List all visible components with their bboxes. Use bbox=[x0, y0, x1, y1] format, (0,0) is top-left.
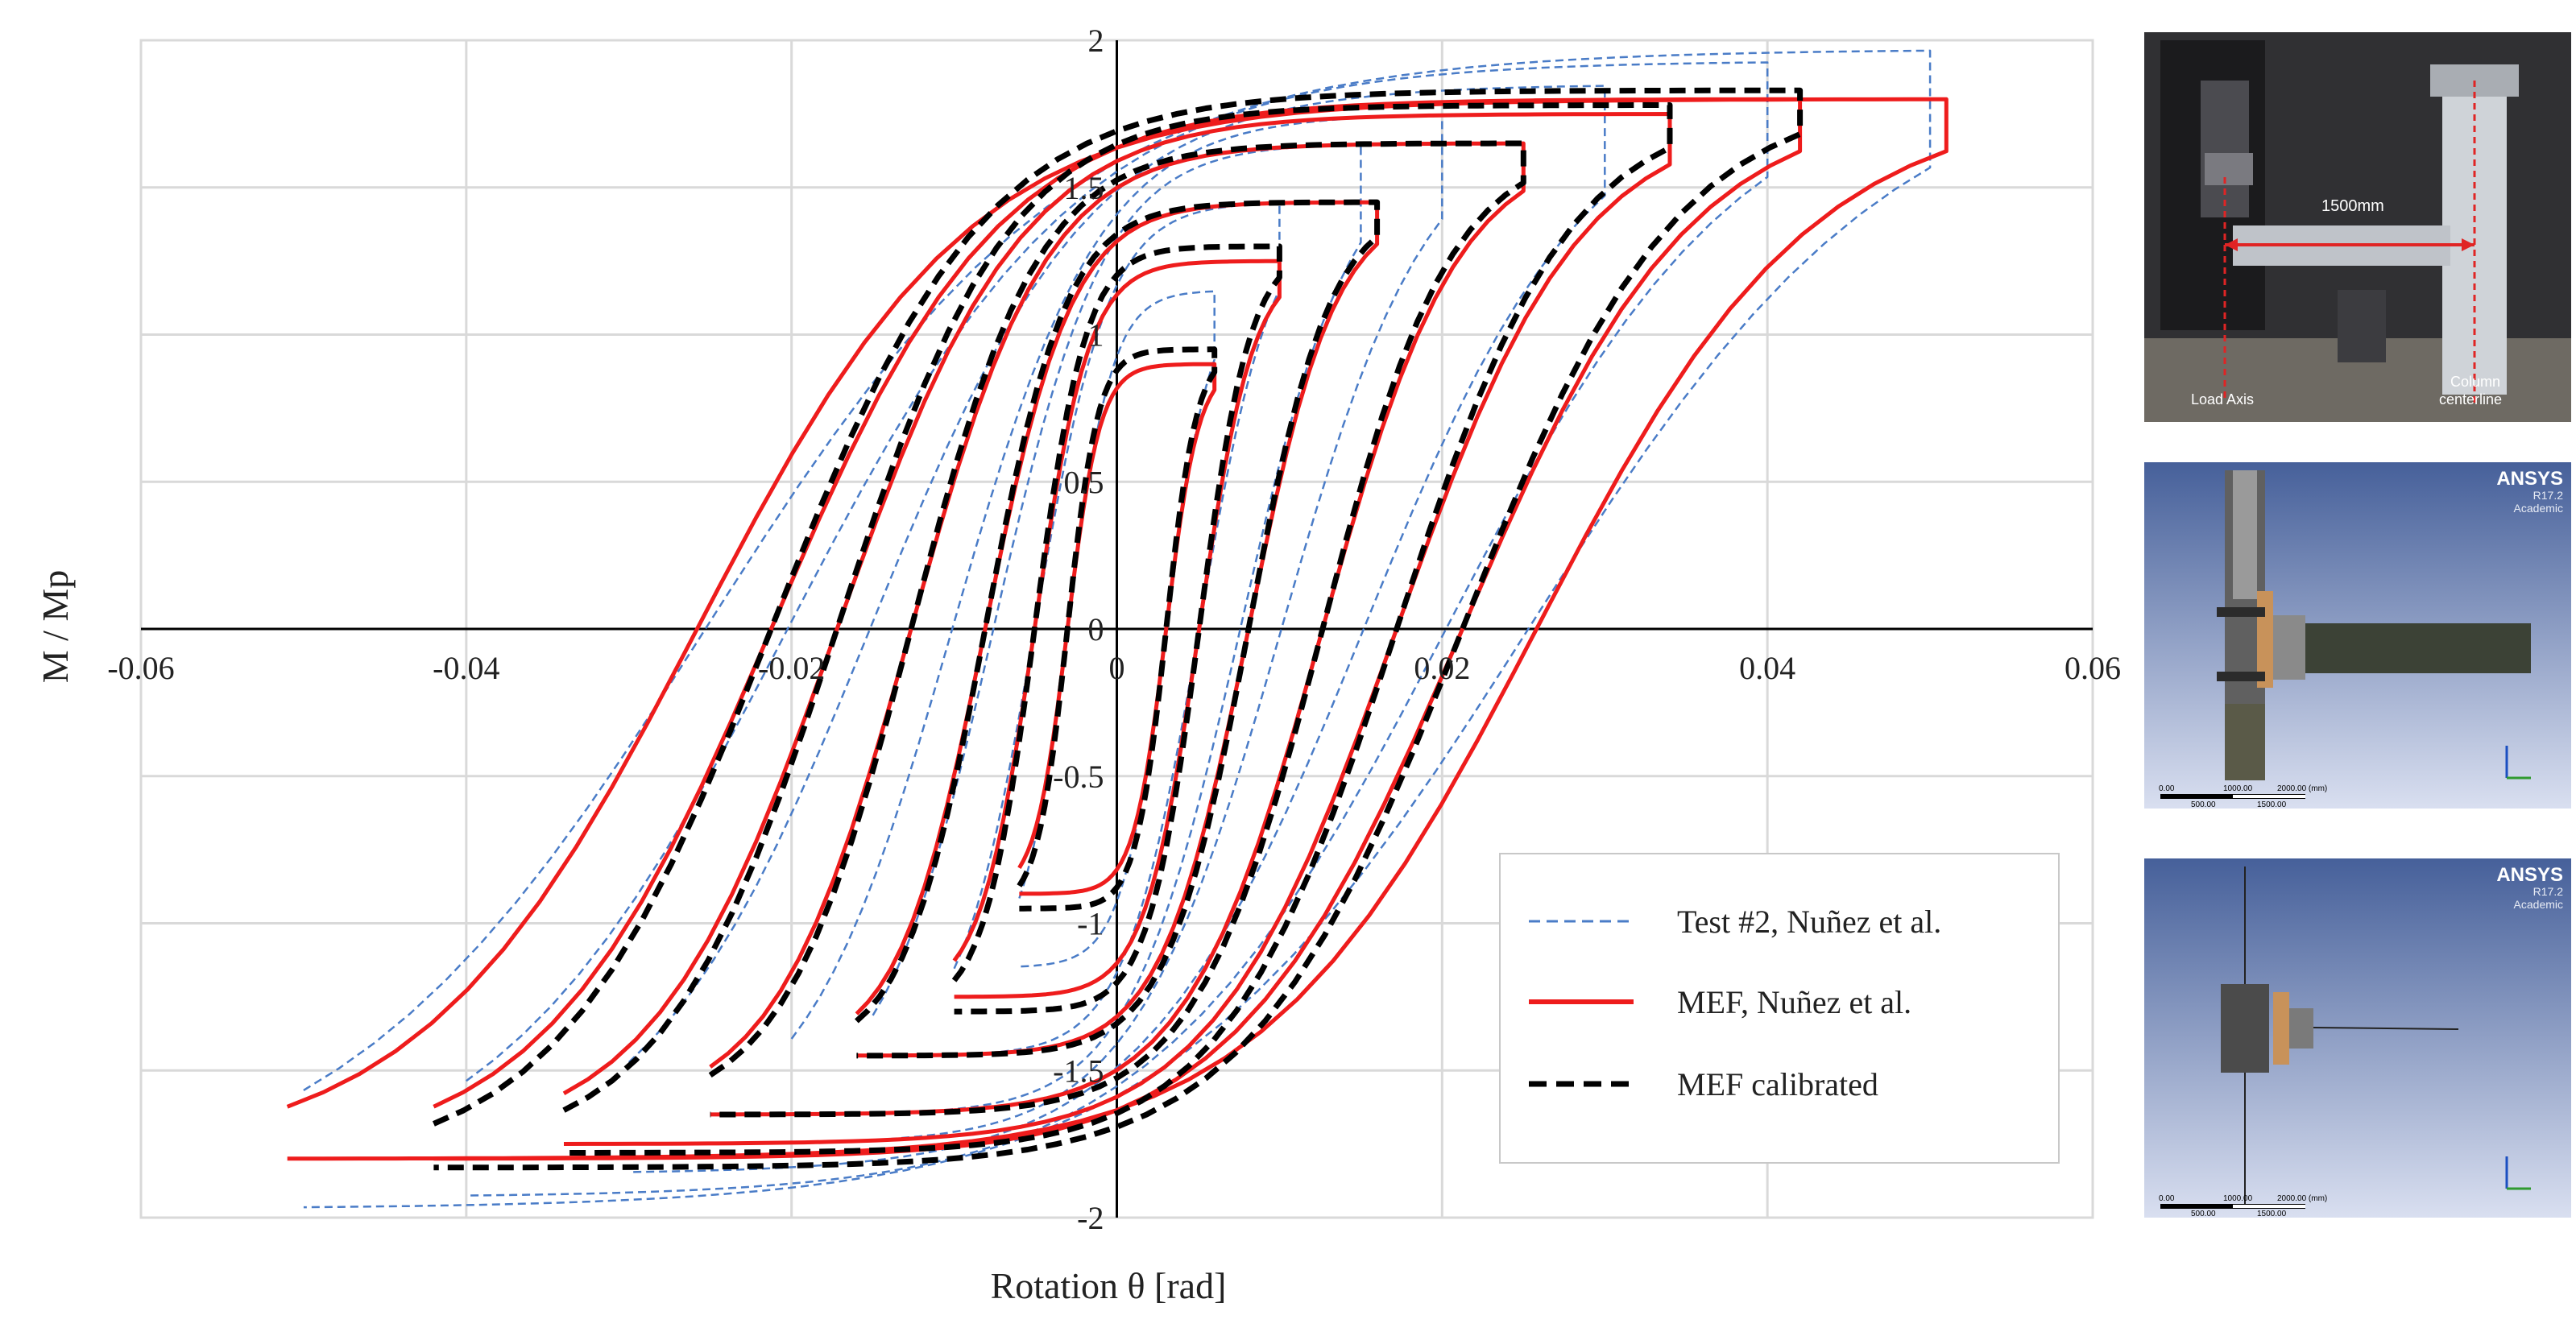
y-tick-label: -1.5 bbox=[1053, 1053, 1104, 1089]
photo-dimension-label: 1500mm bbox=[2321, 197, 2384, 215]
hysteresis-loop bbox=[562, 102, 1673, 1156]
hysteresis-loop bbox=[708, 140, 1526, 1118]
photo-load-axis-label: Load Axis bbox=[2191, 391, 2254, 407]
x-tick-label: 0.02 bbox=[1414, 650, 1470, 686]
scale-d-1: 500.00 bbox=[2191, 800, 2216, 809]
ansys-brand-2: ANSYS bbox=[2496, 864, 2563, 886]
ansys-side-view-illustration: ANSYS R17.2 Academic 0.00 1000.00 2000.0… bbox=[2159, 468, 2564, 809]
scale-a-2: 0.00 bbox=[2159, 1194, 2175, 1203]
series-2 bbox=[432, 87, 1804, 1171]
hysteresis-loop bbox=[872, 143, 1362, 1115]
hysteresis-loop bbox=[466, 61, 1769, 1197]
y-tick-label: -2 bbox=[1077, 1200, 1104, 1236]
hysteresis-chart: -0.06 -0.04 -0.02 0 0.02 0.04 0.06 2 1.5 1 0.5 0 -0.… bbox=[35, 23, 2121, 1306]
hysteresis-loop bbox=[790, 114, 1443, 1144]
legend-label-mef: MEF, Nuñez et al. bbox=[1677, 984, 1911, 1020]
x-axis-title: Rotation θ [rad] bbox=[991, 1265, 1227, 1306]
y-tick-label: 1.5 bbox=[1064, 170, 1104, 206]
x-tick-label: -0.06 bbox=[107, 650, 174, 686]
ansys-brand-1: ANSYS bbox=[2496, 468, 2563, 490]
ansys-model-side-view: ANSYS R17.2 Academic 0.00 1000.00 2000.0… bbox=[2144, 462, 2571, 809]
hysteresis-loop bbox=[303, 49, 1932, 1209]
legend-box bbox=[1499, 853, 2060, 1164]
scale-e-1: 1500.00 bbox=[2257, 800, 2287, 809]
ansys-edition-2: Academic bbox=[2514, 898, 2563, 911]
y-tick-label: 0.5 bbox=[1064, 464, 1104, 500]
x-tick-label: 0 bbox=[1109, 650, 1125, 686]
y-axis-title: M / Mp bbox=[35, 570, 76, 684]
photo-column-label: Column bbox=[2450, 374, 2500, 390]
scale-c-1: 2000.00 (mm) bbox=[2277, 784, 2327, 793]
scale-a-1: 0.00 bbox=[2159, 784, 2175, 793]
y-tick-label: 2 bbox=[1088, 23, 1104, 59]
x-tick-label: 0.04 bbox=[1739, 650, 1795, 686]
x-tick-label: -0.04 bbox=[433, 650, 499, 686]
ansys-top-view-illustration: ANSYS R17.2 Academic 0.00 1000.00 2000.0… bbox=[2159, 864, 2564, 1218]
scale-b-2: 1000.00 bbox=[2223, 1194, 2253, 1203]
x-tick-label: -0.02 bbox=[758, 650, 825, 686]
ansys-version-1: R17.2 bbox=[2533, 489, 2564, 502]
coordinate-triad-icon-1 bbox=[2505, 746, 2531, 780]
y-tick-label: -1 bbox=[1077, 906, 1104, 942]
y-tick-label: 1 bbox=[1088, 317, 1104, 354]
test-setup-photo: 1500mm Load Axis Column centerline bbox=[2144, 32, 2571, 422]
y-tick-label: 0 bbox=[1088, 611, 1104, 647]
legend-label-calibrated: MEF calibrated bbox=[1677, 1066, 1878, 1102]
hysteresis-loop bbox=[951, 243, 1282, 1015]
photo-centerline-label: centerline bbox=[2439, 391, 2502, 407]
hysteresis-loop bbox=[432, 87, 1804, 1171]
scale-e-2: 1500.00 bbox=[2257, 1210, 2287, 1218]
coordinate-triad-icon-2 bbox=[2505, 1156, 2531, 1190]
ansys-edition-1: Academic bbox=[2514, 502, 2563, 515]
hysteresis-loop bbox=[1017, 346, 1218, 912]
y-tick-label: -0.5 bbox=[1053, 759, 1104, 795]
scale-d-2: 500.00 bbox=[2191, 1210, 2216, 1218]
legend: Test #2, Nuñez et al. MEF, Nuñez et al. … bbox=[1499, 853, 2060, 1164]
legend-label-test: Test #2, Nuñez et al. bbox=[1677, 904, 1941, 940]
ansys-model-top-view: ANSYS R17.2 Academic 0.00 1000.00 2000.0… bbox=[2144, 858, 2571, 1218]
x-tick-label: 0.06 bbox=[2065, 650, 2121, 686]
ansys-version-2: R17.2 bbox=[2533, 885, 2564, 898]
scale-c-2: 2000.00 (mm) bbox=[2277, 1194, 2327, 1203]
test-setup-illustration: 1500mm Load Axis Column centerline bbox=[2144, 32, 2571, 422]
tick-labels: -0.06 -0.04 -0.02 0 0.02 0.04 0.06 2 1.5 1 0.5 0 -0.… bbox=[107, 23, 2121, 1236]
hysteresis-loop bbox=[855, 199, 1381, 1059]
scale-b-1: 1000.00 bbox=[2223, 784, 2253, 793]
series-layer bbox=[286, 49, 1949, 1209]
